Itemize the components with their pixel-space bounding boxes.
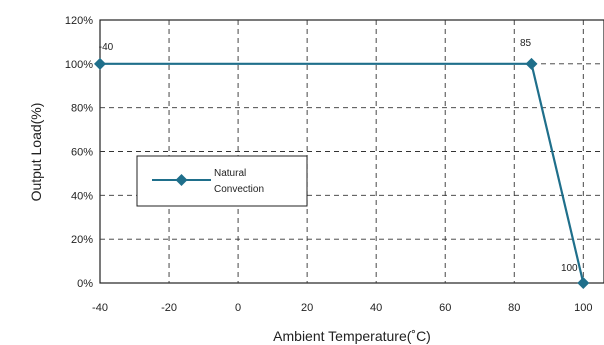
x-tick-label: 40	[370, 302, 382, 314]
annotations: -40 85 100	[99, 38, 578, 274]
x-tick-label: 60	[439, 302, 451, 314]
legend-label-line-2: Convection	[214, 184, 264, 195]
x-tick-label: 100	[574, 302, 592, 314]
tick-labels: -40 -20 0 20 40 60 80 100 0% 20% 40% 60% 80% 100% 120%	[65, 15, 593, 314]
data-label: 85	[520, 38, 532, 49]
x-tick-label: -40	[92, 302, 108, 314]
data-point-marker	[577, 277, 590, 289]
data-label: -40	[99, 42, 114, 53]
grid	[100, 20, 604, 283]
series-layer	[94, 57, 590, 289]
x-tick-label: 0	[235, 302, 241, 314]
legend-label-line-1: Natural	[214, 168, 246, 179]
legend: Natural Convection	[136, 155, 308, 207]
y-tick-label: 0%	[77, 278, 93, 290]
data-label: 100	[561, 263, 578, 274]
legend-marker	[175, 174, 188, 186]
x-tick-label: -20	[161, 302, 177, 314]
y-tick-label: 20%	[71, 234, 93, 246]
y-tick-label: 80%	[71, 103, 93, 115]
data-point-marker	[525, 57, 538, 70]
y-tick-label: 100%	[65, 59, 93, 71]
y-tick-label: 40%	[71, 190, 93, 202]
x-tick-label: 80	[508, 302, 520, 314]
y-tick-label: 120%	[65, 15, 93, 27]
y-tick-label: 60%	[71, 147, 93, 159]
x-tick-label: 20	[301, 302, 313, 314]
data-point-marker	[94, 57, 106, 70]
x-axis-label: Ambient Temperature(˚C)	[273, 328, 431, 344]
y-axis-label: Output Load(%)	[28, 103, 44, 202]
